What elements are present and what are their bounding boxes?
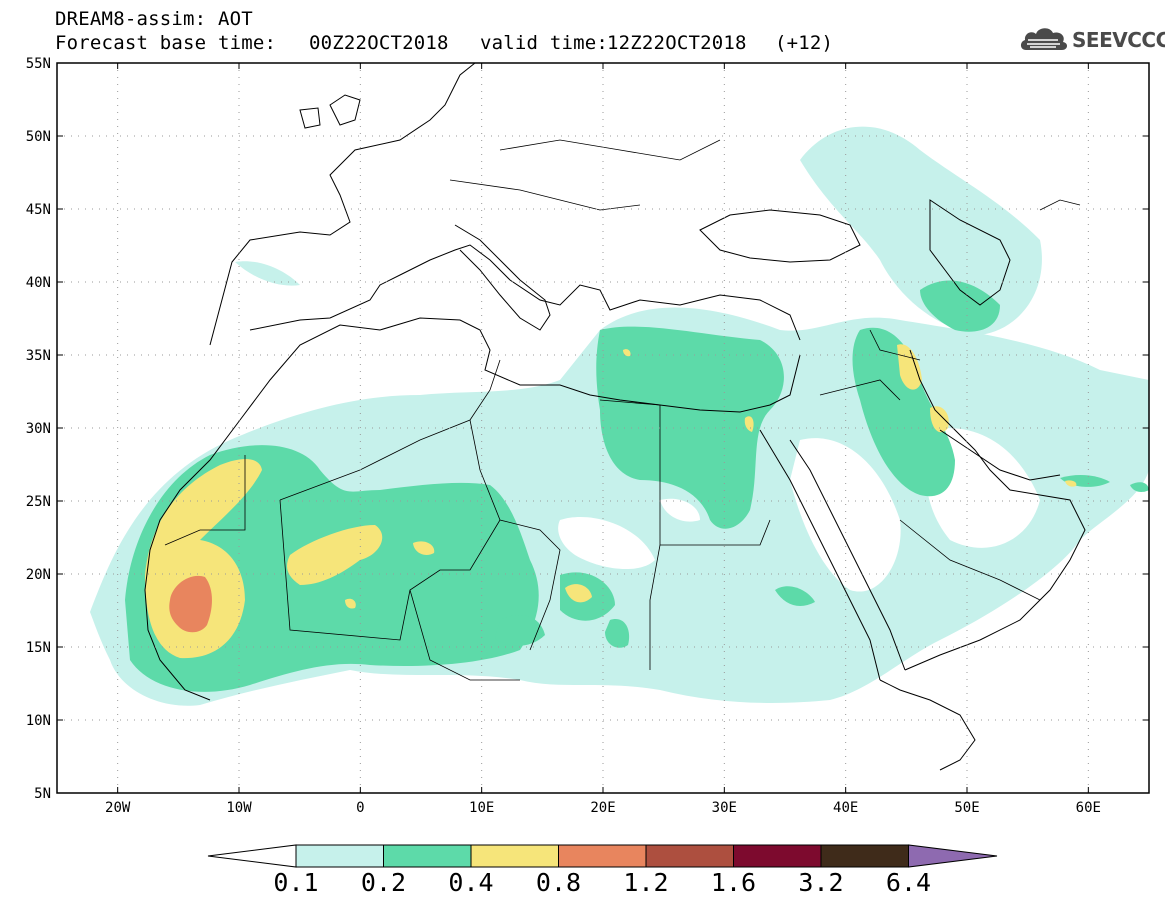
country-borders xyxy=(164,139,1081,681)
colorbar-level-label: 0.1 xyxy=(273,868,319,897)
seevccc-logo: SEEVCCC xyxy=(1018,24,1165,56)
lon-tick-label: 10E xyxy=(469,800,494,816)
lat-tick-label: 25N xyxy=(26,494,51,510)
lon-tick-label: 0 xyxy=(356,800,364,816)
forecast-step: (+12) xyxy=(775,32,834,54)
colorbar-level-label: 0.4 xyxy=(448,868,494,897)
lat-tick-label: 45N xyxy=(26,202,51,218)
valid-time-label: valid time: xyxy=(480,32,609,54)
colorbar-extend-high xyxy=(908,844,998,868)
colorbar-swatch xyxy=(383,844,472,868)
colorbar-swatch xyxy=(470,844,559,868)
lon-tick-label: 20W xyxy=(105,800,131,816)
lat-tick-label: 30N xyxy=(26,421,51,437)
aot-level-0.8 xyxy=(169,575,212,633)
valid-time-value: 12Z22OCT2018 xyxy=(607,32,747,54)
base-time-value: 00Z22OCT2018 xyxy=(309,32,449,54)
lon-tick-label: 10W xyxy=(226,800,252,816)
axis-ticks xyxy=(57,62,1149,794)
lon-tick-label: 50E xyxy=(954,800,979,816)
colorbar-swatch xyxy=(645,844,734,868)
colorbar-swatch xyxy=(820,844,909,868)
logo-text: SEEVCCC xyxy=(1072,28,1165,52)
lat-tick-label: 55N xyxy=(26,56,51,72)
colorbar-level-label: 1.6 xyxy=(710,868,757,897)
aot-field xyxy=(90,126,1149,706)
colorbar-swatch xyxy=(733,844,822,868)
longitude-labels: 20W 10W 0 10E 20E 30E 40E 50E 60E xyxy=(105,800,1101,816)
lat-lon-grid xyxy=(57,63,1149,793)
lat-tick-label: 40N xyxy=(26,275,51,291)
lat-tick-label: 50N xyxy=(26,129,51,145)
time-info: Forecast base time: 00Z22OCT2018 valid t… xyxy=(55,32,833,164)
colorbar-level-label: 6.4 xyxy=(885,868,932,897)
colorbar-swatch xyxy=(295,844,384,868)
colorbar-extend-low xyxy=(207,844,297,868)
colorbar-level-label: 0.8 xyxy=(535,868,582,897)
base-time-label: Forecast base time: xyxy=(55,32,277,54)
map-title: DREAM8-assim: AOT xyxy=(55,8,253,30)
colorbar-level-label: 0.2 xyxy=(360,868,407,897)
lon-tick-label: 60E xyxy=(1076,800,1101,816)
lat-tick-label: 5N xyxy=(34,786,51,802)
colorbar-level-label: 3.2 xyxy=(798,868,844,897)
lon-tick-label: 30E xyxy=(712,800,737,816)
lon-tick-label: 20E xyxy=(590,800,615,816)
lon-tick-label: 40E xyxy=(833,800,858,816)
lat-tick-label: 35N xyxy=(26,348,51,364)
latitude-labels: 55N 50N 45N 40N 35N 30N 25N 20N 15N 10N 5N xyxy=(26,56,51,802)
lat-tick-label: 15N xyxy=(26,640,51,656)
colorbar-level-label: 1.2 xyxy=(623,868,669,897)
lat-tick-label: 10N xyxy=(26,713,51,729)
cloud-icon xyxy=(1020,28,1068,50)
colorbar-swatch xyxy=(558,844,647,868)
aot-colorbar xyxy=(207,844,998,868)
coastlines xyxy=(144,63,1086,771)
lat-tick-label: 20N xyxy=(26,567,51,583)
